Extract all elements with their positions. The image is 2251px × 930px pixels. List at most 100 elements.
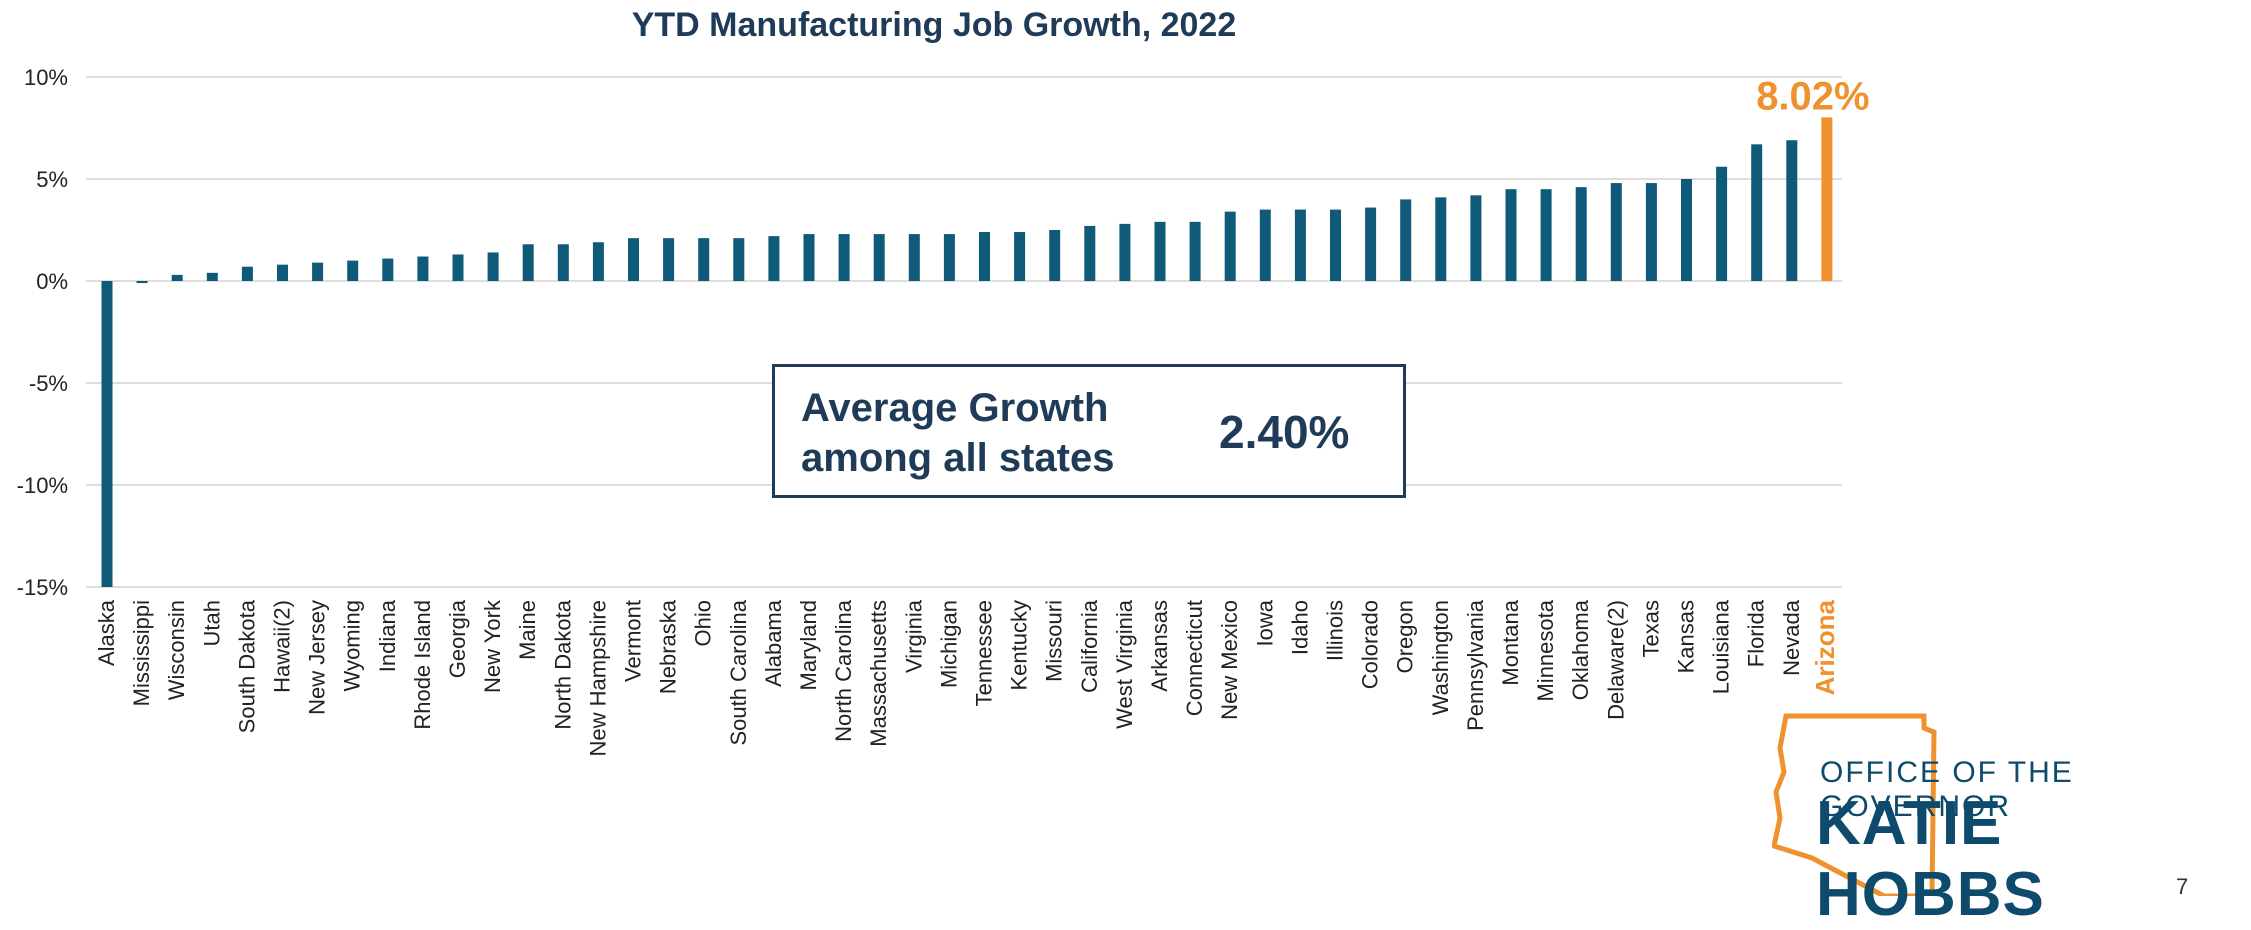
x-tick-label: Indiana <box>375 599 400 672</box>
bar-arizona <box>1821 117 1833 281</box>
x-tick-label: Massachusetts <box>866 600 891 747</box>
bar-maryland <box>803 234 815 281</box>
bar-rhode-island <box>417 256 429 281</box>
bar-virginia <box>908 234 920 281</box>
bar-mississippi <box>136 281 148 284</box>
bar-kentucky <box>1014 232 1026 281</box>
x-tick-label: Colorado <box>1358 600 1383 689</box>
x-tick-label: Arkansas <box>1147 600 1172 692</box>
bar-illinois <box>1330 209 1341 281</box>
bar-wyoming <box>347 260 359 281</box>
bar-oklahoma <box>1575 187 1587 281</box>
bar-indiana <box>382 258 394 281</box>
x-tick-label: Rhode Island <box>410 600 435 730</box>
bar-north-carolina <box>838 234 850 281</box>
logo-office-text: OFFICE OF THE GOVERNOR <box>1820 756 2074 823</box>
chart-title: YTD Manufacturing Job Growth, 2022 <box>632 6 1237 44</box>
x-tick-label: Maine <box>515 600 540 660</box>
bar-missouri <box>1049 230 1061 281</box>
y-tick-label: -5% <box>29 371 68 396</box>
x-tick-label: Ohio <box>691 600 716 646</box>
x-tick-label: Washington <box>1428 600 1453 715</box>
bar-georgia <box>452 254 464 281</box>
x-tick-label: Arizona <box>1810 599 1840 695</box>
bar-south-dakota <box>241 266 253 281</box>
bar-ohio <box>698 238 710 281</box>
x-tick-label: Pennsylvania <box>1463 599 1488 731</box>
logo-name-text: KATIE HOBBS <box>1816 789 2045 929</box>
x-tick-label: Nebraska <box>656 599 681 694</box>
governor-logo: OFFICE OF THE GOVERNOR KATIE HOBBS <box>1772 708 2242 929</box>
bar-new-mexico <box>1224 211 1236 281</box>
bar-west-virginia <box>1119 223 1131 281</box>
bar-texas <box>1645 183 1657 281</box>
x-tick-label: Idaho <box>1287 600 1312 655</box>
y-tick-label: 0% <box>36 269 68 294</box>
bar-north-dakota <box>557 244 569 281</box>
x-tick-label: California <box>1077 599 1102 693</box>
bar-kansas <box>1681 179 1692 281</box>
data-labels: 8.02% <box>1756 74 1869 118</box>
x-tick-label: Wyoming <box>340 600 365 692</box>
x-tick-label: Oregon <box>1393 600 1418 673</box>
page-number: 7 <box>2176 874 2189 899</box>
average-growth-callout: Average Growth among all states 2.40% <box>772 364 1406 498</box>
y-tick-label: -10% <box>17 473 68 498</box>
highlight-data-label: 8.02% <box>1756 74 1869 118</box>
x-tick-label: Kansas <box>1674 600 1699 673</box>
x-tick-label: Florida <box>1744 599 1769 667</box>
bar-iowa <box>1259 209 1271 281</box>
x-tick-label: Louisiana <box>1709 599 1734 694</box>
bar-tennessee <box>979 232 990 281</box>
x-tick-label: North Carolina <box>831 599 856 742</box>
x-tick-label: Mississippi <box>129 600 154 706</box>
x-tick-label: Montana <box>1498 599 1523 685</box>
x-tick-label: New York <box>480 599 505 693</box>
x-tick-label: Maryland <box>796 600 821 690</box>
average-growth-label: Average Growth among all states <box>801 386 1115 480</box>
x-tick-label: Georgia <box>445 599 470 678</box>
x-tick-label: Illinois <box>1323 600 1348 661</box>
bar-colorado <box>1365 207 1377 281</box>
x-tick-label: Alaska <box>94 599 119 666</box>
bar-new-york <box>487 252 499 281</box>
bar-wisconsin <box>171 274 183 281</box>
bar-nevada <box>1786 140 1798 281</box>
x-tick-label: North Dakota <box>550 599 575 729</box>
x-tick-label: Nevada <box>1779 599 1804 676</box>
x-tick-label: Utah <box>199 600 224 646</box>
x-tick-label: Hawaii(2) <box>270 600 295 693</box>
bar-maine <box>522 244 534 281</box>
y-axis: 10% 5% 0% -5% -10% -15% <box>17 65 68 600</box>
x-tick-label: New Jersey <box>305 600 330 715</box>
x-tick-label: Alabama <box>761 599 786 687</box>
x-tick-label: Connecticut <box>1182 600 1207 716</box>
x-tick-label: West Virginia <box>1112 599 1137 729</box>
bar-nebraska <box>663 238 675 281</box>
x-tick-label: Texas <box>1638 600 1663 657</box>
bar-hawaii-2- <box>277 264 288 281</box>
bar-oregon <box>1400 199 1412 281</box>
x-tick-label: Vermont <box>621 600 646 682</box>
bar-california <box>1084 225 1096 281</box>
bar-chart: YTD Manufacturing Job Growth, 2022 10% 5%… <box>17 6 1870 757</box>
bar-michigan <box>943 234 955 281</box>
y-tick-label: -15% <box>17 575 68 600</box>
x-tick-label: Iowa <box>1252 599 1277 646</box>
bar-alabama <box>768 236 780 281</box>
x-tick-label: Oklahoma <box>1568 599 1593 700</box>
x-tick-label: Virginia <box>901 599 926 673</box>
bar-louisiana <box>1716 166 1728 281</box>
bar-delaware-2- <box>1610 183 1622 281</box>
x-axis: Alaska Mississippi Wisconsin Utah South Dako… <box>94 599 1840 756</box>
arizona-outline-icon <box>1772 713 1937 896</box>
bar-utah <box>206 272 218 281</box>
x-tick-label: New Hampshire <box>585 600 610 757</box>
y-tick-label: 5% <box>36 167 68 192</box>
x-tick-label: Minnesota <box>1533 599 1558 701</box>
bar-new-hampshire <box>592 242 604 281</box>
bar-alaska <box>101 281 113 587</box>
x-tick-label: Wisconsin <box>164 600 189 700</box>
bar-south-carolina <box>733 238 745 281</box>
x-tick-label: South Dakota <box>234 599 259 733</box>
